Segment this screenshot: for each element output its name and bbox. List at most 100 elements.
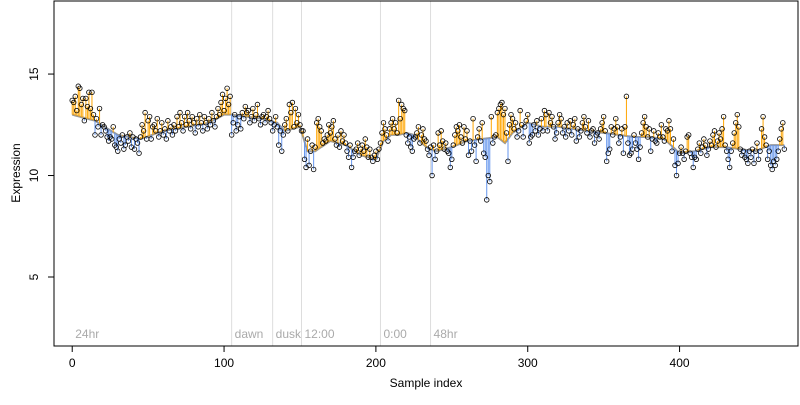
- data-point: [409, 148, 416, 154]
- data-point: [635, 156, 642, 162]
- data-point: [118, 140, 124, 146]
- data-point: [620, 150, 627, 156]
- data-point: [362, 136, 368, 142]
- data-point: [430, 142, 437, 148]
- data-point: [330, 118, 337, 124]
- data-point: [760, 113, 766, 120]
- data-point: [180, 128, 186, 134]
- data-point: [318, 128, 324, 134]
- data-point: [186, 118, 192, 124]
- data-point: [184, 109, 191, 116]
- data-point: [596, 136, 602, 142]
- data-point: [233, 128, 239, 134]
- data-point: [102, 128, 109, 134]
- data-point: [597, 126, 604, 132]
- data-point: [426, 152, 432, 158]
- data-point: [125, 138, 132, 144]
- data-point: [274, 124, 280, 130]
- data-point: [547, 120, 554, 126]
- data-point: [115, 148, 121, 154]
- data-point: [666, 118, 672, 124]
- data-point: [304, 136, 311, 142]
- data-point: [452, 132, 458, 138]
- data-point: [207, 122, 214, 128]
- data-point: [675, 160, 681, 167]
- data-point: [521, 124, 528, 130]
- data-point: [394, 130, 400, 136]
- data-point: [748, 154, 754, 160]
- data-point: [678, 144, 684, 150]
- data-point: [187, 126, 194, 132]
- data-point: [389, 116, 396, 122]
- data-point: [538, 116, 545, 122]
- data-point: [254, 101, 261, 108]
- x-axis-label: Sample index: [390, 376, 463, 390]
- data-point: [406, 134, 412, 140]
- data-point: [171, 122, 177, 128]
- data-point: [566, 128, 572, 134]
- data-point: [616, 140, 622, 146]
- data-point: [140, 128, 147, 134]
- data-point: [336, 144, 343, 150]
- data-point: [757, 148, 763, 154]
- data-point: [681, 156, 687, 162]
- data-point: [157, 128, 163, 134]
- data-point: [458, 134, 464, 140]
- data-point: [295, 111, 302, 118]
- data-point: [415, 124, 422, 130]
- data-point: [503, 130, 510, 136]
- data-point: [587, 134, 593, 140]
- data-point: [581, 113, 587, 120]
- data-point: [594, 130, 601, 136]
- data-point: [713, 144, 719, 150]
- data-point: [532, 128, 539, 134]
- data-point: [632, 140, 639, 146]
- data-point: [78, 101, 85, 108]
- data-point: [181, 113, 188, 120]
- data-point: [669, 148, 675, 154]
- data-point: [695, 146, 701, 152]
- data-point: [329, 124, 335, 130]
- data-point: [265, 107, 271, 114]
- data-point: [670, 136, 677, 142]
- data-point: [701, 136, 707, 142]
- data-point: [206, 116, 212, 122]
- data-point: [515, 128, 522, 134]
- data-point: [465, 152, 472, 158]
- segment-label: 48hr: [434, 327, 458, 341]
- data-point: [169, 132, 176, 138]
- data-point: [236, 113, 242, 120]
- data-point: [690, 164, 696, 171]
- data-point: [502, 105, 508, 112]
- data-point: [154, 116, 160, 122]
- data-point: [535, 132, 542, 138]
- data-point: [555, 120, 561, 126]
- data-point: [506, 122, 513, 128]
- data-point: [755, 156, 762, 162]
- data-point: [736, 124, 742, 130]
- data-point: [447, 164, 453, 171]
- data-point: [279, 148, 285, 154]
- data-point: [696, 140, 703, 146]
- data-point: [212, 124, 218, 130]
- data-point: [292, 105, 299, 112]
- data-point: [219, 91, 226, 98]
- data-point: [474, 134, 481, 140]
- data-point: [338, 128, 344, 134]
- data-point: [617, 134, 624, 140]
- data-point: [698, 150, 704, 156]
- data-point: [71, 99, 77, 106]
- data-point: [641, 113, 648, 120]
- data-point: [644, 134, 651, 140]
- data-point: [98, 132, 104, 138]
- data-point: [163, 136, 170, 142]
- data-point: [648, 148, 654, 154]
- y-tick-label: 10: [27, 169, 41, 183]
- data-point: [376, 146, 382, 152]
- data-point: [96, 105, 103, 112]
- data-point: [685, 132, 692, 138]
- data-point: [134, 140, 141, 146]
- data-point: [383, 132, 390, 138]
- data-point: [227, 93, 233, 100]
- data-point: [657, 134, 663, 140]
